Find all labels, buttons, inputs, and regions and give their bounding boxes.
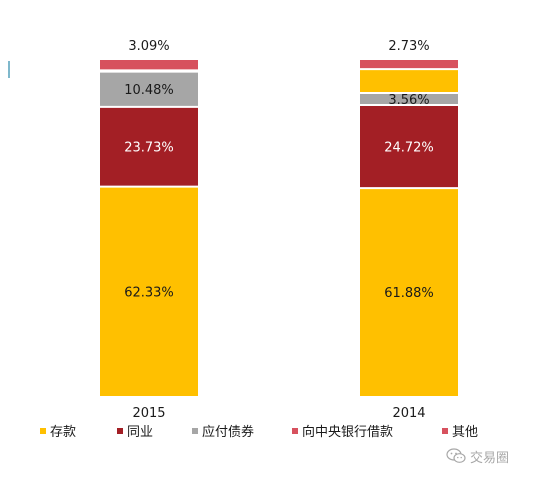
- data-label-2015-series-4: 3.09%: [128, 39, 169, 54]
- legend-swatch-series-0: [40, 428, 46, 434]
- data-label-2014-series-2: 3.56%: [388, 93, 429, 108]
- x-tick-label-2015: 2015: [132, 406, 165, 421]
- watermark-text: 交易圈: [470, 450, 510, 466]
- bar-segment-2014-series-4: [360, 60, 458, 70]
- bar-segment-2014-series-0: [360, 188, 458, 396]
- data-label-2014-series-1: 24.72%: [384, 141, 434, 156]
- bar-segment-2015-series-1: [100, 106, 198, 187]
- bar-segment-2014-series-2: [360, 93, 458, 106]
- data-label-2014-series-4: 2.73%: [388, 39, 429, 54]
- legend-swatch-series-3: [292, 428, 298, 434]
- bar-segment-2015-series-0: [100, 186, 198, 396]
- legend-swatch-series-4: [442, 428, 448, 434]
- bar-segment-2014-series-1: [360, 105, 458, 189]
- bar-segment-2014-series-3: [360, 69, 458, 94]
- bar-segment-2015-series-2: [100, 71, 198, 107]
- accent-bar: [8, 61, 10, 78]
- data-label-2015-series-2: 10.48%: [124, 83, 174, 98]
- data-label-2014-series-0: 61.88%: [384, 286, 434, 301]
- data-label-2015-series-0: 62.33%: [124, 285, 174, 300]
- legend-label-series-2: 应付债券: [202, 424, 254, 440]
- legend-label-series-4: 其他: [452, 425, 478, 440]
- data-label-2015-series-1: 23.73%: [124, 141, 174, 156]
- legend-label-series-3: 向中央银行借款: [302, 424, 393, 440]
- legend-swatch-series-1: [117, 428, 123, 434]
- legend-swatch-series-2: [192, 428, 198, 434]
- legend-label-series-1: 同业: [127, 425, 153, 440]
- legend-label-series-0: 存款: [50, 425, 76, 440]
- x-tick-label-2014: 2014: [392, 406, 425, 421]
- wechat-icon: [446, 448, 466, 463]
- watermark: 交易圈: [446, 446, 509, 466]
- bar-segment-2015-series-4: [100, 60, 198, 71]
